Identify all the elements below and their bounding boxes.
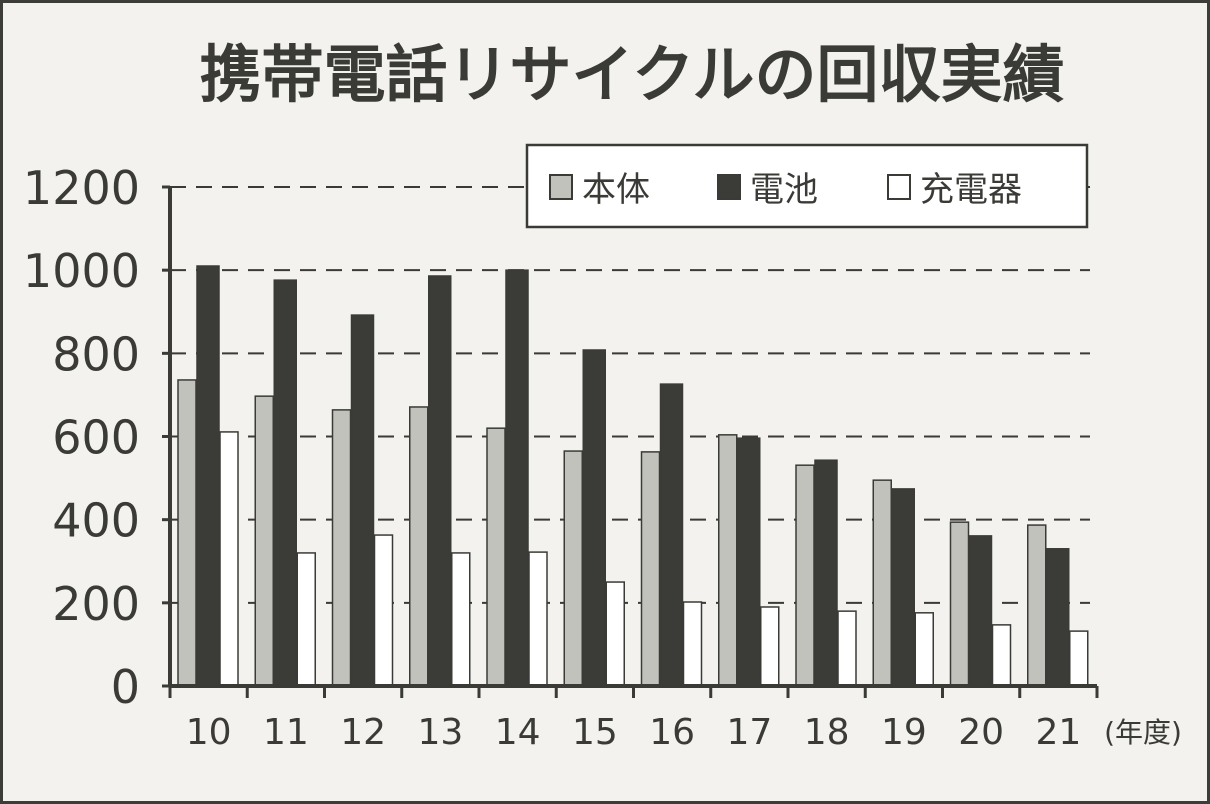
x-tick-label: 17	[726, 712, 772, 753]
bar-電池-11	[273, 279, 297, 687]
y-tick-label: 200	[52, 577, 140, 631]
legend-label: 電池	[750, 170, 818, 210]
bar-充電器-14	[528, 551, 548, 687]
bar-充電器-17	[760, 606, 780, 687]
bar-電池-17	[737, 437, 761, 687]
bar-電池-14	[505, 269, 529, 687]
x-tick-label: 11	[263, 712, 309, 753]
bar-電池-19	[891, 488, 915, 687]
bar-本体-18	[795, 464, 815, 687]
legend-label: 本体	[582, 170, 650, 210]
axes: 0 200 400 600 800 1000 1200 10 11 12 13 14 15 16 17 18 1…	[23, 161, 1182, 753]
bar-充電器-20	[991, 624, 1012, 687]
bar-充電器-12	[373, 534, 394, 687]
bar-本体-11	[254, 395, 274, 687]
bar-充電器-19	[914, 612, 934, 687]
bar-本体-13	[409, 406, 429, 687]
bar-本体-19	[872, 479, 892, 687]
legend-box	[525, 143, 1089, 229]
x-tick-label: 13	[417, 712, 463, 753]
x-tick-label: 15	[572, 712, 618, 753]
bar-本体-20	[949, 521, 970, 687]
y-tick-label: 400	[52, 494, 140, 548]
bar-電池-18	[814, 459, 838, 687]
bar-電池-12	[350, 314, 375, 687]
bar-充電器-10	[219, 431, 239, 687]
x-tick-label: 16	[649, 712, 695, 753]
bar-充電器-15	[605, 581, 625, 687]
bar-充電器-21	[1069, 630, 1089, 687]
y-tick-label: 1200	[23, 161, 140, 215]
x-tick-label: 12	[340, 712, 386, 753]
bar-充電器-11	[296, 552, 316, 687]
y-tick-label: 1000	[23, 244, 140, 298]
x-tick-label: 20	[958, 712, 1004, 753]
bar-本体-16	[640, 451, 661, 687]
chart-title: 携帯電話リサイクルの回収実績	[200, 38, 1065, 111]
bar-本体-12	[331, 409, 352, 687]
bar-電池-13	[428, 275, 452, 687]
bar-電池-16	[659, 383, 684, 687]
y-tick-label: 600	[52, 411, 140, 465]
legend-swatch-本体	[549, 174, 573, 200]
x-tick-label: 10	[186, 712, 232, 753]
bar-充電器-13	[451, 552, 471, 687]
bar-電池-10	[196, 265, 220, 687]
bar-電池-21	[1046, 548, 1070, 687]
legend-swatch-充電器	[887, 174, 911, 200]
y-tick-label: 0	[111, 660, 140, 714]
bar-充電器-18	[837, 610, 857, 687]
bar-本体-14	[486, 427, 506, 687]
legend: 本体 電池 充電器	[525, 143, 1089, 229]
bars	[177, 265, 1089, 687]
bar-本体-21	[1027, 524, 1047, 687]
x-tick-label: 21	[1035, 712, 1081, 753]
legend-swatch-電池	[717, 174, 741, 200]
bar-本体-10	[177, 379, 197, 687]
x-axis-label: (年度)	[1104, 716, 1182, 749]
x-tick-label: 14	[495, 712, 541, 753]
y-tick-label: 800	[52, 327, 140, 381]
legend-label: 充電器	[920, 170, 1022, 210]
bar-本体-15	[563, 450, 583, 687]
bar-電池-20	[968, 535, 993, 687]
bar-電池-15	[582, 349, 606, 687]
bar-本体-17	[718, 434, 738, 687]
bar-充電器-16	[682, 601, 703, 687]
x-tick-label: 18	[804, 712, 850, 753]
x-tick-label: 19	[881, 712, 927, 753]
